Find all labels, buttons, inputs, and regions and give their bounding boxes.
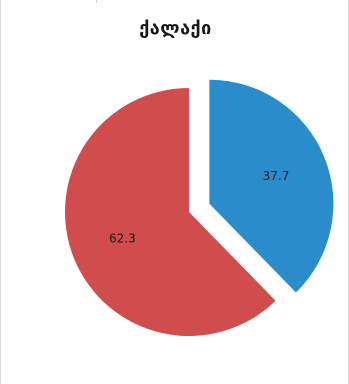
data-label-1: 62.3 — [109, 232, 136, 246]
pie-slice-1 — [64, 88, 276, 336]
pie-slice-0 — [209, 79, 334, 293]
top-divider-tick — [96, 0, 97, 3]
chart-title: ქალაქი — [139, 18, 212, 39]
data-label-0: 37.7 — [263, 169, 290, 183]
